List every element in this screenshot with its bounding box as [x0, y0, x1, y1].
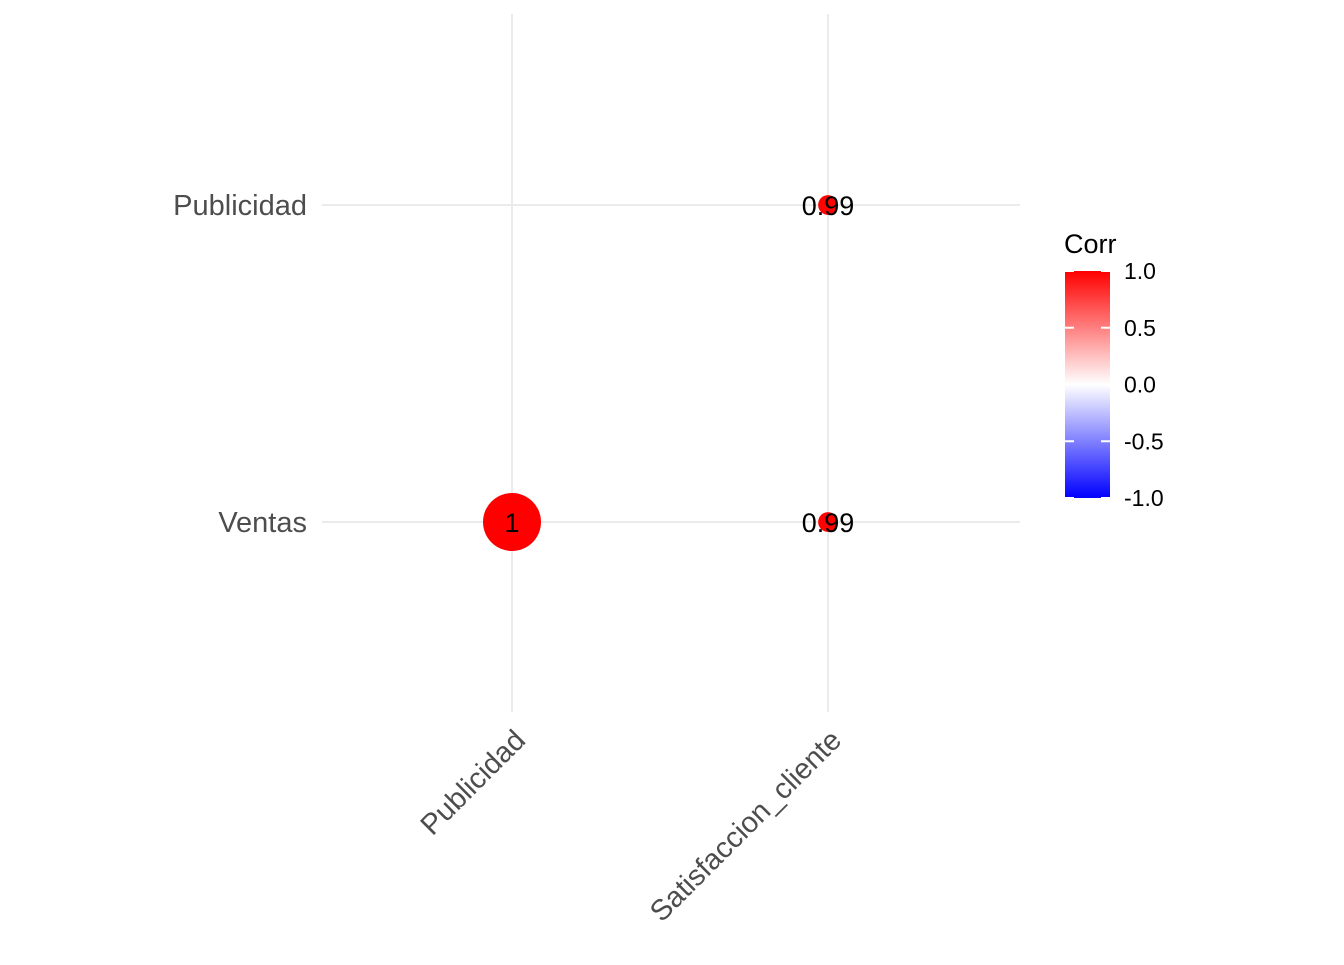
correlation-value-label: 0.99 — [802, 191, 855, 221]
correlation-point — [483, 493, 541, 551]
legend-tick-label: 1.0 — [1124, 258, 1156, 284]
legend-tick-label: 0.0 — [1124, 372, 1156, 398]
x-axis: Publicidad Satisfaccion_cliente — [415, 724, 848, 928]
correlation-point — [818, 512, 838, 532]
correlation-value-label: 1 — [504, 508, 519, 538]
x-tick-label: Satisfaccion_cliente — [644, 724, 848, 928]
y-tick-label: Publicidad — [173, 190, 307, 222]
correlation-points — [483, 195, 838, 551]
legend-title: Corr — [1064, 229, 1117, 259]
x-tick-label: Publicidad — [415, 724, 532, 841]
correlation-point — [818, 195, 838, 215]
y-axis: Ventas Publicidad — [173, 190, 307, 539]
correlation-labels: 1 0.99 0.99 — [504, 191, 854, 538]
legend-ticks: 1.0 0.5 0.0 -0.5 -1.0 — [1065, 258, 1164, 511]
legend-tick-label: 0.5 — [1124, 315, 1156, 341]
legend-tick-label: -1.0 — [1124, 485, 1164, 511]
correlation-value-label: 0.99 — [802, 508, 855, 538]
legend-tick-label: -0.5 — [1124, 428, 1164, 454]
color-legend: Corr 1.0 0.5 0.0 -0.5 -1.0 — [1064, 229, 1164, 511]
gridlines — [322, 14, 1020, 712]
y-tick-label: Ventas — [218, 507, 307, 539]
